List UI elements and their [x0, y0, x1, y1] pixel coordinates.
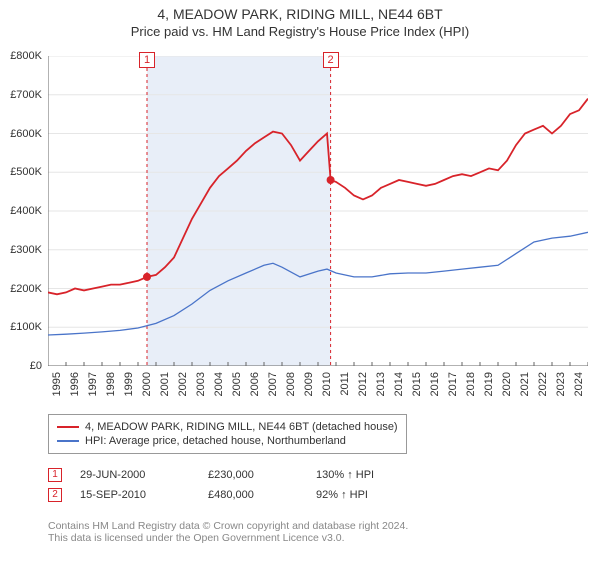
x-tick-label: 1996	[69, 372, 81, 396]
x-tick-label: 1998	[105, 372, 117, 396]
sale-date: 15-SEP-2010	[80, 489, 190, 501]
x-tick-label: 2023	[555, 372, 567, 396]
sale-delta: 92% ↑ HPI	[316, 489, 368, 501]
x-tick-label: 2016	[429, 372, 441, 396]
x-tick-label: 2014	[393, 372, 405, 396]
y-tick-label: £600K	[10, 128, 42, 140]
sale-price: £230,000	[208, 469, 298, 481]
chart-container: 4, MEADOW PARK, RIDING MILL, NE44 6BT Pr…	[0, 6, 600, 566]
x-tick-label: 2019	[483, 372, 495, 396]
x-tick-label: 2008	[285, 372, 297, 396]
x-tick-label: 2003	[195, 372, 207, 396]
chart-subtitle: Price paid vs. HM Land Registry's House …	[0, 24, 600, 39]
x-tick-label: 2017	[447, 372, 459, 396]
footer-line-2: This data is licensed under the Open Gov…	[48, 532, 408, 544]
x-tick-label: 2013	[375, 372, 387, 396]
footer-line-1: Contains HM Land Registry data © Crown c…	[48, 520, 408, 532]
y-tick-label: £300K	[10, 244, 42, 256]
sales-table: 1 29-JUN-2000 £230,000 130% ↑ HPI 2 15-SEP-20…	[48, 462, 374, 508]
x-tick-label: 2001	[159, 372, 171, 396]
legend: 4, MEADOW PARK, RIDING MILL, NE44 6BT (d…	[48, 414, 407, 454]
sale-price: £480,000	[208, 489, 298, 501]
legend-label: HPI: Average price, detached house, Nort…	[85, 435, 346, 447]
sale-row: 2 15-SEP-2010 £480,000 92% ↑ HPI	[48, 488, 374, 502]
chart-title: 4, MEADOW PARK, RIDING MILL, NE44 6BT	[0, 6, 600, 22]
footer-attribution: Contains HM Land Registry data © Crown c…	[48, 520, 408, 544]
legend-item: HPI: Average price, detached house, Nort…	[57, 435, 398, 447]
x-tick-label: 2012	[357, 372, 369, 396]
y-axis-labels: £0£100K£200K£300K£400K£500K£600K£700K£80…	[0, 56, 44, 366]
chart-svg	[48, 56, 588, 366]
x-tick-label: 2022	[537, 372, 549, 396]
flag-marker: 2	[323, 52, 339, 68]
x-tick-label: 2007	[267, 372, 279, 396]
x-tick-label: 1999	[123, 372, 135, 396]
legend-swatch	[57, 440, 79, 442]
x-tick-label: 2021	[519, 372, 531, 396]
sale-flag: 2	[48, 488, 62, 502]
x-tick-label: 2018	[465, 372, 477, 396]
x-tick-label: 2004	[213, 372, 225, 396]
legend-item: 4, MEADOW PARK, RIDING MILL, NE44 6BT (d…	[57, 421, 398, 433]
y-tick-label: £800K	[10, 50, 42, 62]
sale-date: 29-JUN-2000	[80, 469, 190, 481]
sale-flag: 1	[48, 468, 62, 482]
y-tick-label: £0	[30, 360, 42, 372]
sale-row: 1 29-JUN-2000 £230,000 130% ↑ HPI	[48, 468, 374, 482]
x-tick-label: 2009	[303, 372, 315, 396]
x-tick-label: 2006	[249, 372, 261, 396]
x-tick-label: 2024	[573, 372, 585, 396]
y-tick-label: £200K	[10, 283, 42, 295]
x-tick-label: 1995	[51, 372, 63, 396]
x-tick-label: 2011	[339, 372, 351, 396]
x-tick-label: 2015	[411, 372, 423, 396]
plot-area: 12	[48, 56, 588, 366]
y-tick-label: £400K	[10, 205, 42, 217]
y-tick-label: £700K	[10, 89, 42, 101]
x-tick-label: 2002	[177, 372, 189, 396]
legend-swatch	[57, 426, 79, 428]
x-axis-labels: 1995 1996 1997 1998 1999 2000 2001 2002 2003 2004…	[48, 368, 588, 408]
flag-marker: 1	[139, 52, 155, 68]
y-tick-label: £500K	[10, 166, 42, 178]
sale-delta: 130% ↑ HPI	[316, 469, 374, 481]
x-tick-label: 1997	[87, 372, 99, 396]
y-tick-label: £100K	[10, 321, 42, 333]
x-tick-label: 2020	[501, 372, 513, 396]
x-tick-label: 2005	[231, 372, 243, 396]
x-tick-label: 2000	[141, 372, 153, 396]
legend-label: 4, MEADOW PARK, RIDING MILL, NE44 6BT (d…	[85, 421, 398, 433]
x-tick-label: 2010	[321, 372, 333, 396]
